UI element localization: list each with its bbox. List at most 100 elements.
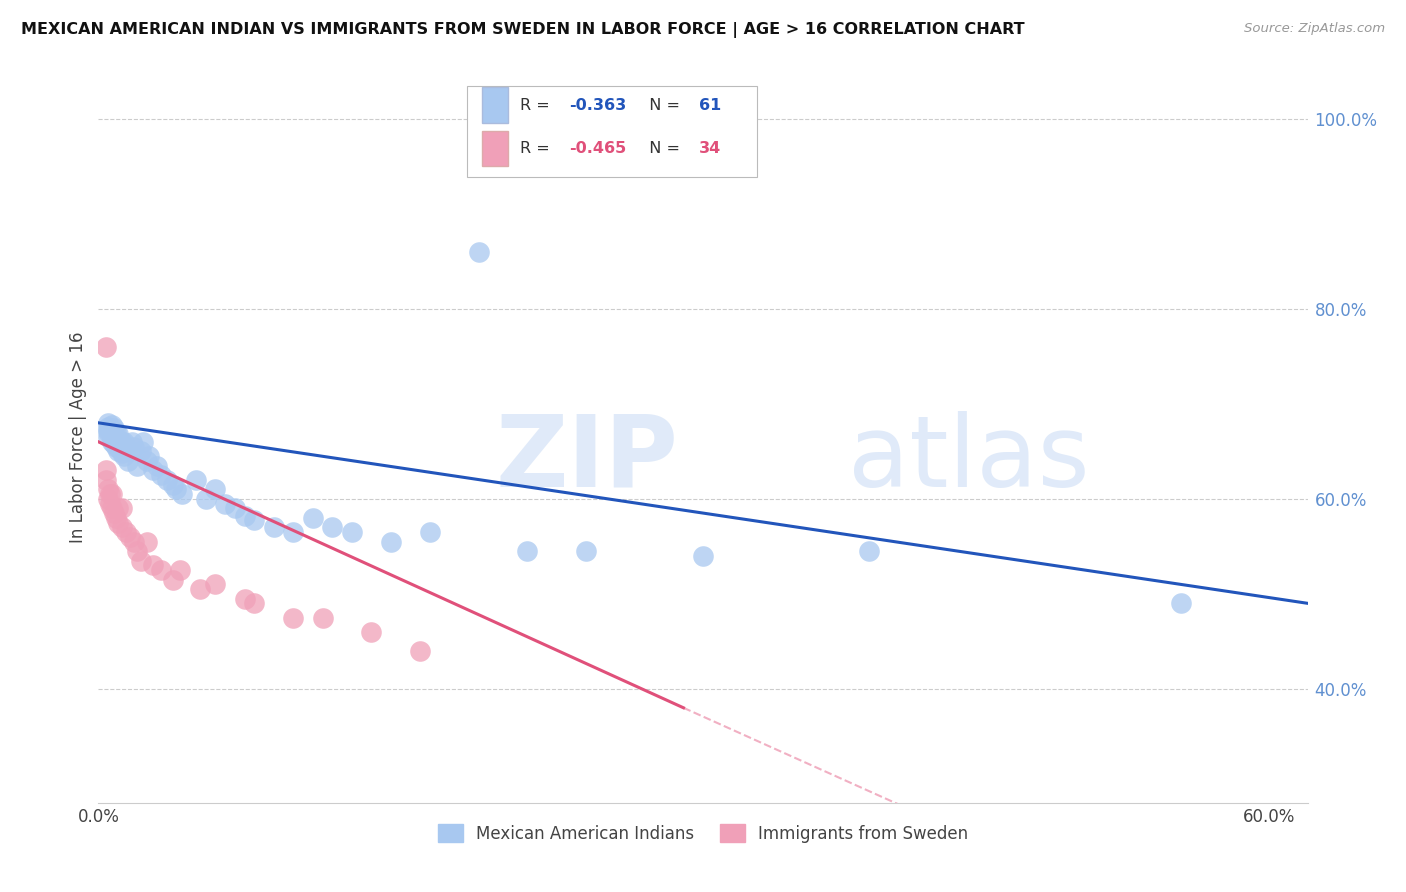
Text: 34: 34 bbox=[699, 142, 721, 156]
Point bbox=[162, 477, 184, 491]
Text: N =: N = bbox=[638, 142, 685, 156]
Point bbox=[118, 444, 141, 458]
Point bbox=[419, 524, 441, 539]
Point bbox=[103, 427, 125, 442]
Text: ZIP: ZIP bbox=[496, 410, 679, 508]
Point bbox=[111, 434, 134, 449]
Point bbox=[96, 473, 118, 487]
Point bbox=[204, 483, 226, 497]
Point bbox=[131, 444, 153, 458]
Point bbox=[107, 436, 129, 450]
Legend: Mexican American Indians, Immigrants from Sweden: Mexican American Indians, Immigrants fro… bbox=[432, 818, 974, 849]
Text: Source: ZipAtlas.com: Source: ZipAtlas.com bbox=[1244, 22, 1385, 36]
Point bbox=[138, 449, 160, 463]
Point bbox=[98, 487, 121, 501]
Point bbox=[101, 501, 124, 516]
Point bbox=[103, 436, 125, 450]
Point bbox=[575, 544, 598, 558]
Y-axis label: In Labor Force | Age > 16: In Labor Force | Age > 16 bbox=[69, 331, 87, 543]
Point bbox=[169, 563, 191, 577]
Point bbox=[122, 440, 145, 454]
Point bbox=[516, 544, 538, 558]
Point bbox=[112, 449, 135, 463]
Point bbox=[149, 563, 172, 577]
Point bbox=[380, 534, 402, 549]
Point bbox=[302, 511, 325, 525]
Point bbox=[121, 434, 143, 449]
Point bbox=[214, 497, 236, 511]
FancyBboxPatch shape bbox=[482, 131, 509, 167]
Point bbox=[243, 513, 266, 527]
Point bbox=[131, 553, 153, 567]
Point bbox=[149, 468, 172, 483]
Point bbox=[97, 416, 120, 430]
Point bbox=[107, 501, 129, 516]
Point bbox=[107, 433, 129, 447]
Point bbox=[118, 530, 141, 544]
Point bbox=[194, 491, 217, 506]
Point bbox=[340, 524, 363, 539]
Point bbox=[101, 430, 124, 444]
Point bbox=[111, 446, 134, 460]
Point bbox=[184, 473, 207, 487]
Point bbox=[104, 511, 127, 525]
Point bbox=[321, 520, 343, 534]
Text: R =: R = bbox=[520, 142, 555, 156]
Point bbox=[103, 420, 125, 434]
Point bbox=[107, 444, 129, 458]
Point bbox=[111, 501, 134, 516]
Point bbox=[114, 524, 136, 539]
Point bbox=[136, 534, 159, 549]
Point bbox=[132, 434, 155, 449]
Point bbox=[101, 424, 124, 438]
Text: 61: 61 bbox=[699, 97, 721, 112]
Point bbox=[117, 454, 139, 468]
Point bbox=[122, 534, 145, 549]
Point bbox=[111, 520, 134, 534]
Point bbox=[162, 573, 184, 587]
Point bbox=[233, 591, 256, 606]
Text: -0.363: -0.363 bbox=[569, 97, 626, 112]
Point bbox=[172, 487, 194, 501]
Point bbox=[312, 610, 335, 624]
Text: MEXICAN AMERICAN INDIAN VS IMMIGRANTS FROM SWEDEN IN LABOR FORCE | AGE > 16 CORR: MEXICAN AMERICAN INDIAN VS IMMIGRANTS FR… bbox=[21, 22, 1025, 38]
Point bbox=[858, 544, 880, 558]
Point bbox=[101, 434, 124, 449]
Point bbox=[127, 458, 149, 473]
Point bbox=[156, 473, 179, 487]
Point bbox=[107, 440, 129, 454]
Point bbox=[263, 520, 285, 534]
Point bbox=[146, 458, 169, 473]
Point bbox=[142, 558, 165, 573]
Point bbox=[409, 644, 432, 658]
FancyBboxPatch shape bbox=[482, 87, 509, 122]
Point bbox=[107, 427, 129, 442]
Point bbox=[360, 624, 382, 639]
Point bbox=[112, 434, 135, 449]
Point bbox=[96, 463, 118, 477]
Point bbox=[142, 463, 165, 477]
Point bbox=[204, 577, 226, 591]
Point bbox=[104, 440, 127, 454]
Text: N =: N = bbox=[638, 97, 685, 112]
Point bbox=[104, 434, 127, 449]
Text: R =: R = bbox=[520, 97, 555, 112]
Point bbox=[97, 424, 120, 438]
Point bbox=[224, 501, 246, 516]
Point bbox=[97, 483, 120, 497]
Text: -0.465: -0.465 bbox=[569, 142, 626, 156]
Point bbox=[233, 508, 256, 523]
Point bbox=[103, 430, 125, 444]
Point bbox=[98, 497, 121, 511]
Point bbox=[243, 596, 266, 610]
Point bbox=[103, 506, 125, 520]
Point bbox=[97, 430, 120, 444]
Point bbox=[96, 340, 118, 354]
Point bbox=[101, 417, 124, 432]
Point bbox=[97, 425, 120, 440]
Point bbox=[107, 516, 129, 530]
Point bbox=[127, 544, 149, 558]
Point bbox=[692, 549, 714, 563]
Point bbox=[97, 419, 120, 434]
Point bbox=[188, 582, 211, 596]
